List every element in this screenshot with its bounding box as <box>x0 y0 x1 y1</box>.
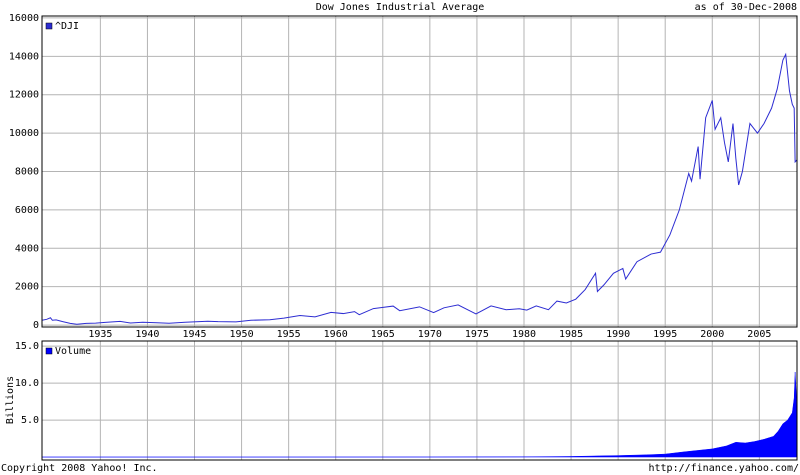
y-tick-label: 12000 <box>9 90 39 101</box>
y-tick-label: 16000 <box>9 13 39 24</box>
x-tick-label: 1940 <box>135 329 159 340</box>
x-tick-label: 1980 <box>512 329 536 340</box>
y-tick-label: 5.0 <box>21 415 39 426</box>
y-tick-label: 15.0 <box>15 341 39 352</box>
plot-frame <box>41 15 798 328</box>
y-tick-label: 10.0 <box>15 378 39 389</box>
y-tick-label: 10000 <box>9 128 39 139</box>
x-tick-label: 1990 <box>606 329 630 340</box>
y-axis-label: Billions <box>5 376 16 424</box>
as-of-date: as of 30-Dec-2008 <box>695 2 797 13</box>
y-tick-label: 0 <box>33 320 39 331</box>
legend-label: ^DJI <box>55 21 79 32</box>
volume-area <box>41 372 798 458</box>
y-tick-label: 8000 <box>15 167 39 178</box>
x-tick-label: 1995 <box>653 329 677 340</box>
x-tick-label: 1950 <box>230 329 254 340</box>
y-tick-label: 6000 <box>15 205 39 216</box>
legend-swatch <box>45 22 53 30</box>
x-tick-label: 1965 <box>371 329 395 340</box>
x-tick-label: 1960 <box>324 329 348 340</box>
legend-swatch <box>45 347 53 355</box>
chart-title: Dow Jones Industrial Average <box>316 2 485 13</box>
x-tick-label: 2000 <box>700 329 724 340</box>
x-tick-label: 1935 <box>88 329 112 340</box>
x-tick-label: 2005 <box>747 329 771 340</box>
plot-frame <box>41 340 798 461</box>
y-tick-label: 4000 <box>15 243 39 254</box>
copyright: Copyright 2008 Yahoo! Inc. <box>1 463 158 474</box>
price-line <box>41 52 798 325</box>
legend-label: Volume <box>55 346 91 357</box>
y-tick-label: 2000 <box>15 282 39 293</box>
source-url: http://finance.yahoo.com/ <box>648 463 799 474</box>
x-tick-label: 1970 <box>418 329 442 340</box>
x-tick-label: 1955 <box>277 329 301 340</box>
x-tick-label: 1945 <box>182 329 206 340</box>
y-tick-label: 14000 <box>9 51 39 62</box>
x-tick-label: 1985 <box>559 329 583 340</box>
x-tick-label: 1975 <box>465 329 489 340</box>
